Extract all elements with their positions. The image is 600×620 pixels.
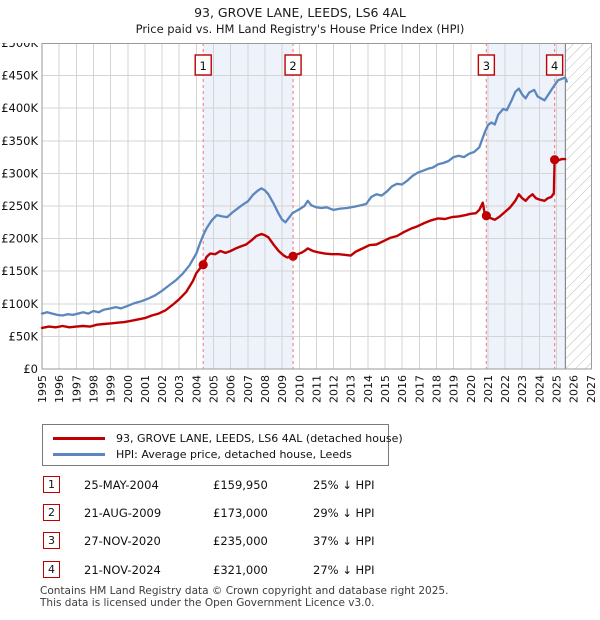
price-chart: 1 2 3 4 £0 £50K £100K £150K £200K £250K £300K £350K…	[1, 43, 598, 403]
x-axis-tick-label: 1997	[70, 375, 83, 403]
sale-row: 2 21-AUG-2009 £173,000 29% ↓ HPI	[0, 504, 600, 524]
sale-point-dot	[198, 260, 208, 270]
sale-date: 21-NOV-2024	[84, 563, 161, 577]
sale-marker-number: 4	[551, 59, 558, 73]
x-axis-tick-label: 2002	[156, 375, 169, 403]
x-axis-tick-label: 1998	[87, 375, 100, 403]
x-axis-tick-label: 2006	[225, 375, 238, 403]
y-axis-tick-label: £250K	[1, 199, 38, 213]
x-axis-tick-label: 2000	[122, 375, 135, 403]
sale-price: £173,000	[213, 506, 268, 520]
price-paid-line	[40, 157, 567, 330]
x-axis-tick-label: 2026	[568, 375, 581, 403]
sale-number-badge: 3	[43, 532, 60, 549]
x-axis-tick-label: 2019	[448, 375, 461, 403]
license-footer: Contains HM Land Registry data © Crown c…	[40, 585, 449, 609]
x-axis-tick-label: 2012	[328, 375, 341, 403]
sale-row: 4 21-NOV-2024 £321,000 27% ↓ HPI	[0, 561, 600, 581]
sale-marker-box	[477, 54, 496, 76]
x-axis-tick-label: 1995	[36, 375, 49, 403]
footer-line-2: This data is licensed under the Open Gov…	[40, 596, 375, 609]
sale-vs-hpi: 27% ↓ HPI	[313, 563, 375, 577]
sale-marker-number: 3	[483, 59, 490, 73]
y-axis-tick-label: £300K	[1, 166, 38, 180]
y-axis-tick-label: £200K	[1, 232, 38, 246]
y-axis-tick-label: £100K	[1, 297, 38, 311]
x-axis-tick-label: 2015	[379, 375, 392, 403]
x-axis-tick-label: 1999	[105, 375, 118, 403]
x-axis-tick-label: 2004	[190, 375, 203, 403]
x-axis-tick-label: 2009	[276, 375, 289, 403]
x-axis-tick-label: 2014	[362, 375, 375, 403]
sale-date: 25-MAY-2004	[84, 478, 159, 492]
future-hatch-region	[565, 43, 592, 369]
chart-legend: 93, GROVE LANE, LEEDS, LS6 4AL (detached…	[42, 424, 403, 466]
y-axis-tick-label: £400K	[1, 101, 38, 115]
x-axis-tick-label: 1996	[53, 375, 66, 403]
sale-marker-box	[545, 54, 564, 76]
legend-label-property: 93, GROVE LANE, LEEDS, LS6 4AL (detached…	[116, 431, 403, 445]
sale-point-dot	[288, 251, 298, 261]
y-axis-tick-label: £500K	[1, 43, 38, 50]
sale-date: 21-AUG-2009	[84, 506, 162, 520]
x-axis-tick-label: 2013	[345, 375, 358, 403]
sale-number-badge: 2	[43, 504, 60, 521]
x-axis-tick-label: 2007	[242, 375, 255, 403]
legend-item-hpi: HPI: Average price, detached house, Leed…	[43, 446, 388, 462]
sale-marker-box	[284, 54, 302, 76]
y-axis-tick-label: £450K	[1, 69, 38, 83]
sale-number-badge: 4	[43, 561, 60, 578]
x-axis-tick-label: 2001	[139, 375, 152, 403]
x-axis-tick-label: 2011	[310, 375, 323, 403]
x-axis-tick-label: 2020	[465, 375, 478, 403]
chart-title: 93, GROVE LANE, LEEDS, LS6 4AL	[194, 5, 406, 20]
x-axis-tick-label: 2018	[430, 375, 443, 403]
x-axis-tick-label: 2010	[293, 375, 306, 403]
sale-number-badge: 1	[43, 476, 60, 493]
property-line-swatch	[53, 436, 105, 440]
x-axis-tick-label: 2025	[551, 375, 564, 403]
x-axis-tick-label: 2008	[259, 375, 272, 403]
x-axis-tick-label: 2005	[208, 375, 221, 403]
sale-row: 3 27-NOV-2020 £235,000 37% ↓ HPI	[0, 532, 600, 552]
sale-price: £235,000	[213, 534, 268, 548]
sale-vs-hpi: 29% ↓ HPI	[313, 506, 375, 520]
sale-marker-number: 2	[289, 59, 296, 73]
x-axis-tick-label: 2022	[499, 375, 512, 403]
legend-item-property: 93, GROVE LANE, LEEDS, LS6 4AL (detached…	[43, 430, 403, 446]
hpi-line	[40, 76, 568, 317]
y-axis-tick-label: £0	[23, 362, 38, 376]
plot-border	[41, 43, 592, 370]
x-axis-tick-label: 2023	[516, 375, 529, 403]
sale-vs-hpi: 37% ↓ HPI	[313, 534, 375, 548]
x-axis-tick-label: 2024	[533, 375, 546, 403]
sale-row: 1 25-MAY-2004 £159,950 25% ↓ HPI	[0, 476, 600, 496]
sale-point-dot	[481, 211, 491, 221]
legend-label-hpi: HPI: Average price, detached house, Leed…	[116, 447, 352, 461]
sale-date: 27-NOV-2020	[84, 534, 161, 548]
sale-point-dot	[550, 155, 560, 165]
x-axis-tick-label: 2016	[396, 375, 409, 403]
sale-price: £321,000	[213, 563, 268, 577]
x-axis-tick-label: 2021	[482, 375, 495, 403]
x-axis-tick-label: 2003	[173, 375, 186, 403]
x-axis-tick-label: 2027	[585, 375, 598, 403]
sale-marker-number: 1	[200, 59, 207, 73]
chart-subtitle: Price paid vs. HM Land Registry's House …	[135, 22, 465, 36]
y-axis-tick-label: £50K	[9, 329, 39, 343]
sale-price: £159,950	[213, 478, 268, 492]
x-axis-tick-label: 2017	[413, 375, 426, 403]
footer-line-1: Contains HM Land Registry data © Crown c…	[40, 585, 449, 597]
y-axis-tick-label: £350K	[1, 134, 38, 148]
sale-marker-box	[194, 54, 212, 76]
sale-vs-hpi: 25% ↓ HPI	[313, 478, 375, 492]
hpi-line-swatch	[53, 452, 105, 456]
y-axis-tick-label: £150K	[1, 264, 38, 278]
